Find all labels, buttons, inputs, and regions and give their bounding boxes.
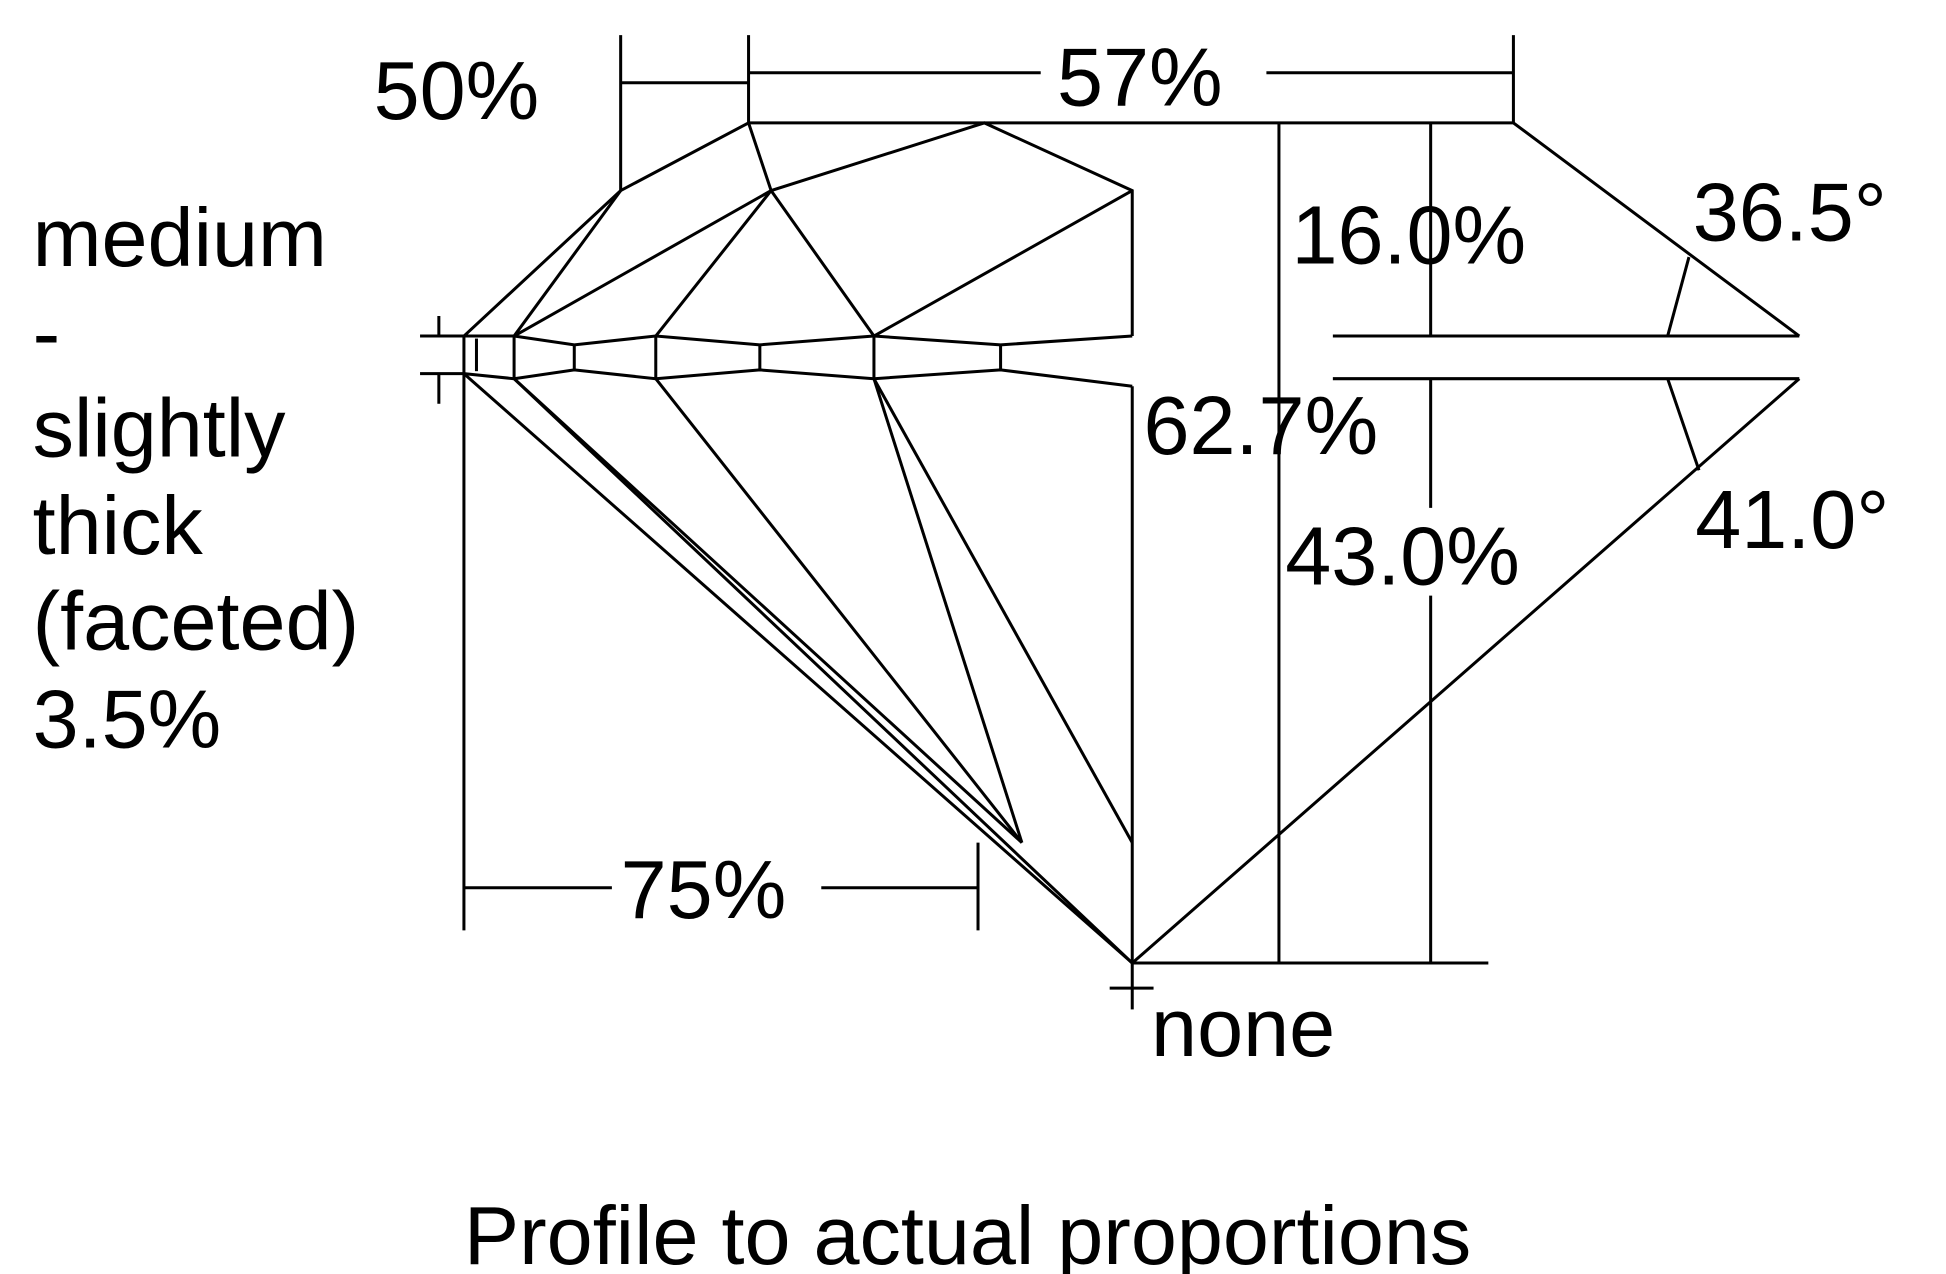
pavilion-depth-label: 43.0% [1285, 509, 1520, 602]
pavilion-angle-label: 41.0° [1695, 473, 1889, 566]
girdle [462, 334, 1800, 388]
dimension-lines [420, 35, 1515, 1010]
girdle-label-line: (faceted) [33, 575, 360, 668]
caption: Profile to actual proportions [464, 1189, 1471, 1274]
star-length-label: 50% [374, 44, 540, 137]
crown-outline [462, 121, 1801, 338]
crown-height-label: 16.0% [1291, 188, 1526, 281]
table-width-label: 57% [1057, 30, 1223, 123]
girdle-label-line: medium [33, 191, 327, 284]
pavilion-outline [462, 256, 1801, 965]
total-depth-label: 62.7% [1144, 379, 1379, 472]
girdle-label-line: 3.5% [33, 672, 222, 765]
culet-label: none [1151, 981, 1335, 1074]
lower-half-label: 75% [621, 843, 787, 936]
crown-angle-label: 36.5° [1693, 166, 1887, 259]
girdle-label-line: slightly [33, 381, 287, 474]
girdle-label-line: - [33, 286, 61, 379]
girdle-label-line: thick [33, 479, 204, 572]
